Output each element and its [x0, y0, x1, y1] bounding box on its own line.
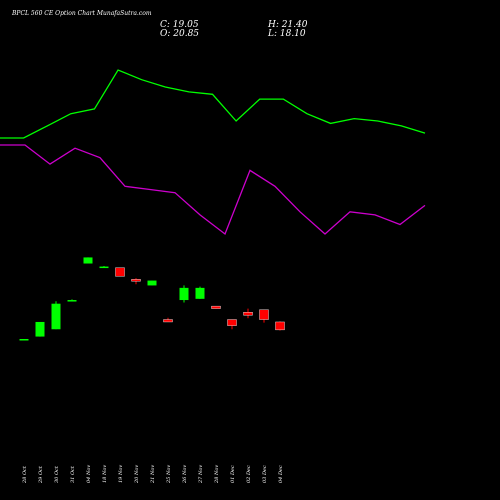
x-tick-label: 28 Nov: [214, 465, 220, 484]
x-axis-ticks: 28 Oct 29 Oct 30 Oct 31 Oct 04 Nov 18 Nov 19 N…: [22, 465, 284, 484]
candle-body: [131, 279, 141, 282]
x-tick-label: 03 Dec: [262, 465, 268, 483]
x-tick-label: 31 Oct: [70, 465, 76, 483]
x-tick-label: 02 Dec: [246, 465, 252, 483]
x-tick-label: 19 Nov: [118, 465, 124, 483]
x-tick-label: 04 Nov: [86, 465, 92, 483]
x-tick-label: 01 Dec: [230, 465, 236, 483]
candle-body: [211, 305, 221, 309]
candle-body: [179, 287, 189, 301]
candle-body: [275, 321, 285, 331]
close-value: C: 19.05: [160, 20, 199, 30]
x-tick-label: 21 Nov: [150, 465, 156, 484]
x-tick-label: 18 Nov: [102, 465, 108, 483]
candle-body: [115, 267, 125, 277]
candle-body: [227, 319, 237, 326]
x-tick-label: 28 Oct: [22, 465, 28, 484]
x-tick-label: 20 Nov: [134, 465, 140, 484]
x-tick-label: 30 Oct: [54, 465, 60, 483]
candle-body: [163, 319, 173, 323]
upper-indicator-line: [0, 69, 426, 139]
x-tick-label: 29 Oct: [38, 465, 44, 484]
chart-title: BPCL 560 CE Option Chart MunafaSutra.com: [12, 10, 152, 17]
candle-body: [99, 266, 109, 269]
candle-body: [67, 300, 77, 302]
lower-indicator-line: [0, 144, 426, 236]
candle-body: [259, 309, 269, 320]
candle-body: [195, 287, 205, 299]
open-value: O: 20.85: [160, 29, 200, 39]
candle-body: [243, 312, 253, 316]
x-tick-label: 27 Nov: [198, 465, 204, 484]
high-value: H: 21.40: [268, 20, 308, 30]
candle-body: [147, 280, 157, 286]
candle-body: [35, 321, 45, 337]
candles-group: [19, 257, 285, 341]
x-tick-label: 04 Dec: [278, 465, 284, 483]
x-tick-label: 26 Nov: [182, 465, 188, 484]
x-tick-label: 25 Nov: [166, 465, 172, 484]
candle-body: [19, 339, 29, 341]
low-value: L: 18.10: [268, 29, 306, 39]
candle-body: [51, 303, 61, 330]
candle-body: [83, 257, 93, 264]
